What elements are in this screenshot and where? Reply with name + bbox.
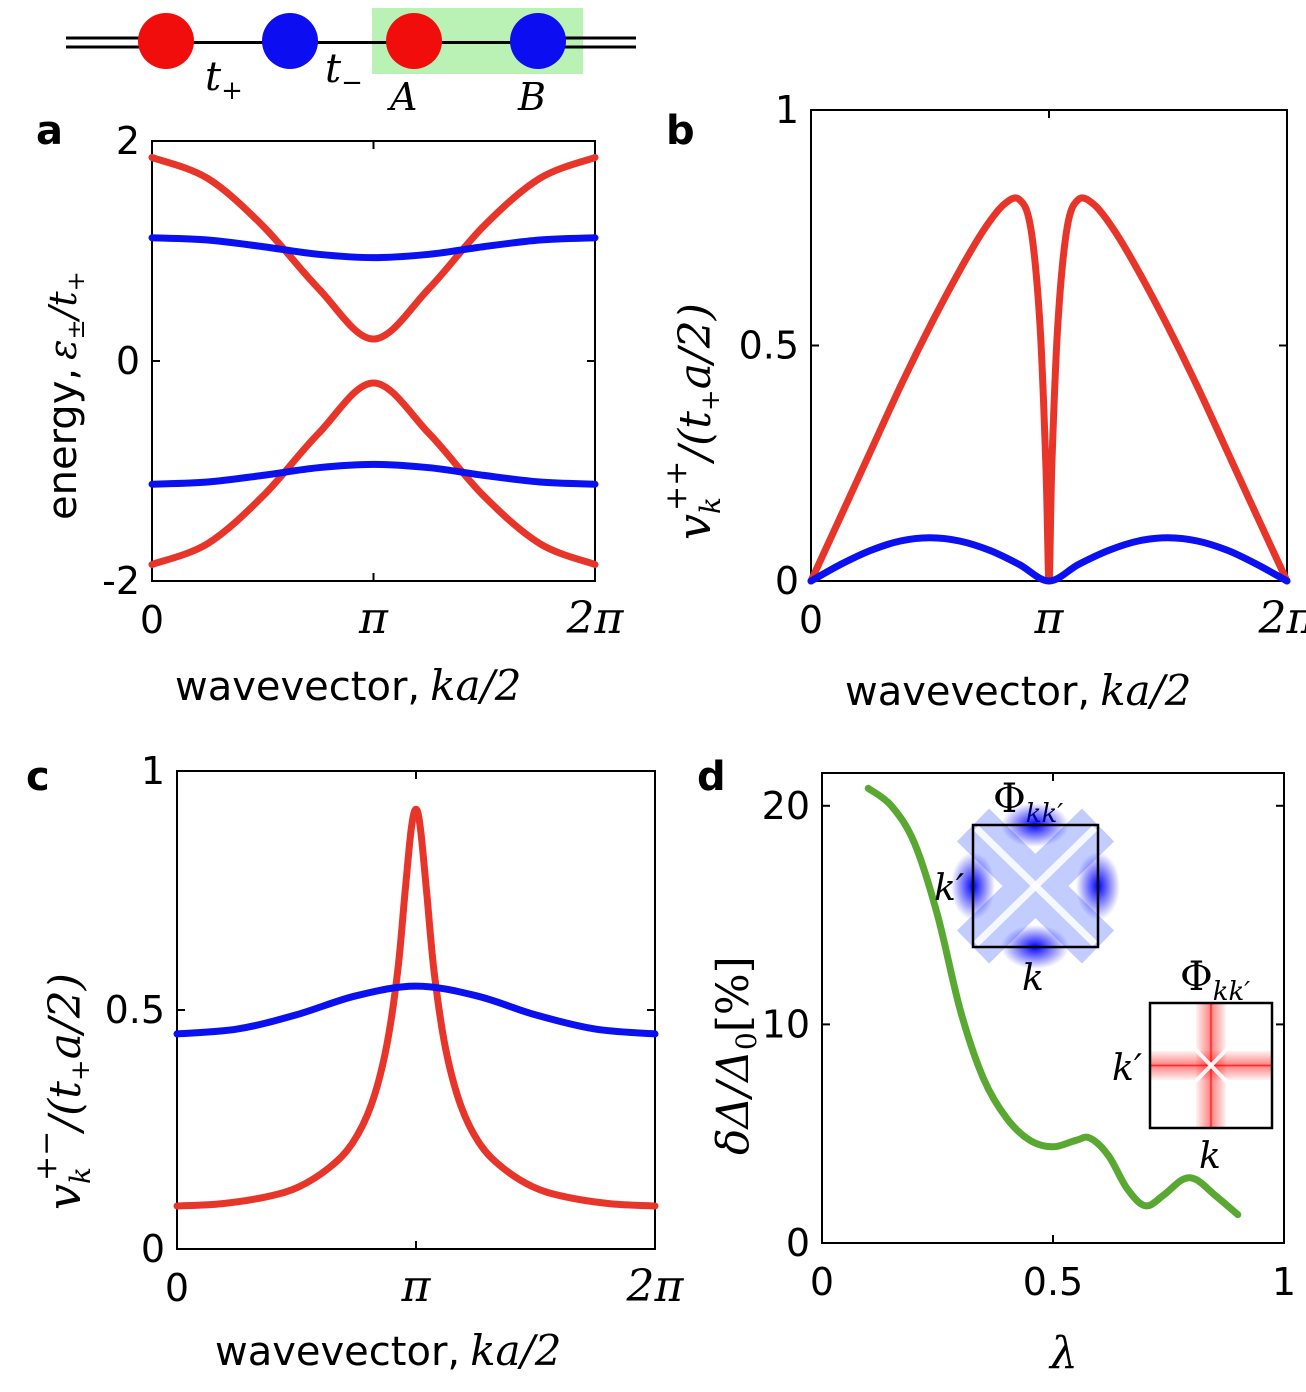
series-line-blue (148, 234, 599, 262)
plot-frame-a (151, 140, 596, 582)
x-axis-label-b: wavevector, ka/2 (845, 666, 1191, 715)
inset-heatmap-red (1150, 1003, 1272, 1128)
series-line-red (173, 805, 659, 1210)
series-d (864, 784, 1242, 1219)
y-axis-label-c: vk+−/(t+a/2) (29, 973, 97, 1210)
ticks-d: 0 0.5 1 20 10 0 (762, 773, 1296, 1304)
y-tick-label: 1 (141, 749, 165, 793)
panel-d: 0 0.5 1 20 10 0 λ δΔ/Δ0[%] Φkk′ k k′ (708, 772, 1296, 1379)
panel-label-b: b (666, 108, 695, 154)
series-line-blue (173, 982, 659, 1038)
x-tick-label: π (1034, 593, 1065, 644)
panel-b: 0 π 2π 1 0.5 0 wavevector,ka/2 vk++/(t+a/2) (659, 88, 1306, 715)
y-axis-label-a: energy,ε±/t+ (40, 271, 90, 520)
x-tick-label: 0 (799, 598, 823, 642)
site-label-a: A (387, 75, 417, 119)
panel-label-d: d (697, 754, 726, 800)
inset-title-red: Φkk′ (1180, 954, 1250, 1007)
series-line-red (148, 379, 599, 568)
x-axis-label-a: wavevector, ka/2 (175, 661, 521, 710)
x-tick-label: 2π (1258, 593, 1306, 644)
panel-c: 0 π 2π 1 0.5 0 wavevector, ka/2 vk+−/(t+a/2) (29, 749, 685, 1375)
inset-ylabel-blue: k′ (934, 868, 964, 909)
x-tick-label: π (358, 593, 389, 644)
inset-frame-blue (971, 823, 1100, 949)
atom-b-1 (262, 13, 318, 69)
inset-xlabel-red: k (1199, 1136, 1221, 1177)
inset-phi-blue: Φkk′ k k′ (934, 776, 1120, 999)
x-axis-label-d: λ (1048, 1328, 1078, 1379)
inset-phi-red: Φkk′ k k′ (1112, 954, 1274, 1177)
series-b (807, 194, 1291, 585)
x-tick-label: 2π (626, 1261, 685, 1312)
x-tick-label: 0 (165, 1266, 189, 1310)
series-line-blue (807, 534, 1291, 585)
x-tick-label: 0.5 (1023, 1260, 1083, 1304)
y-tick-label: -2 (102, 559, 140, 603)
y-tick-label: 0.5 (739, 324, 799, 368)
x-tick-label: 1 (1272, 1260, 1296, 1304)
panel-label-c: c (26, 754, 50, 800)
inset-xlabel-blue: k (1022, 958, 1044, 999)
series-a (148, 154, 599, 568)
ticks-b: 0 π 2π 1 0.5 0 (739, 88, 1306, 644)
y-tick-label: 10 (762, 1002, 810, 1046)
y-tick-label: 0 (775, 559, 799, 603)
inset-frame-red (1148, 1001, 1274, 1130)
y-tick-label: 20 (762, 784, 810, 828)
y-tick-label: 0.5 (105, 988, 165, 1032)
x-tick-label: 2π (566, 593, 625, 644)
x-tick-label: 0 (140, 598, 164, 642)
y-tick-label: 0 (786, 1221, 810, 1265)
series-line-green (864, 784, 1242, 1219)
hopping-t-plus: t+ (205, 54, 243, 106)
y-tick-label: 0 (116, 339, 140, 383)
hopping-t-minus: t− (325, 46, 363, 98)
x-axis-label-c: wavevector, ka/2 (215, 1326, 561, 1375)
y-tick-label: 0 (141, 1227, 165, 1271)
x-tick-label: 0 (810, 1260, 834, 1304)
site-label-b: B (517, 75, 546, 119)
atom-b-2 (510, 13, 566, 69)
x-tick-label: π (401, 1261, 432, 1312)
series-line-blue (148, 460, 599, 488)
series-line-red (148, 154, 599, 343)
panel-label-a: a (36, 108, 63, 154)
ticks-c: 0 π 2π 1 0.5 0 (105, 749, 685, 1312)
series-c (173, 805, 659, 1210)
atom-a-2 (386, 13, 442, 69)
inset-heatmap-blue (951, 803, 1120, 969)
atom-a-1 (138, 13, 194, 69)
y-axis-label-d: δΔ/Δ0[%] (708, 956, 763, 1155)
series-line-red (807, 194, 1291, 585)
y-tick-label: 1 (775, 88, 799, 132)
inset-ylabel-red: k′ (1112, 1048, 1142, 1089)
plot-frame-c (176, 770, 656, 1250)
y-tick-label: 2 (116, 119, 140, 163)
y-axis-label-b: vk++/(t+a/2) (659, 303, 727, 540)
lattice-schematic: t+ t− A B (66, 8, 636, 119)
